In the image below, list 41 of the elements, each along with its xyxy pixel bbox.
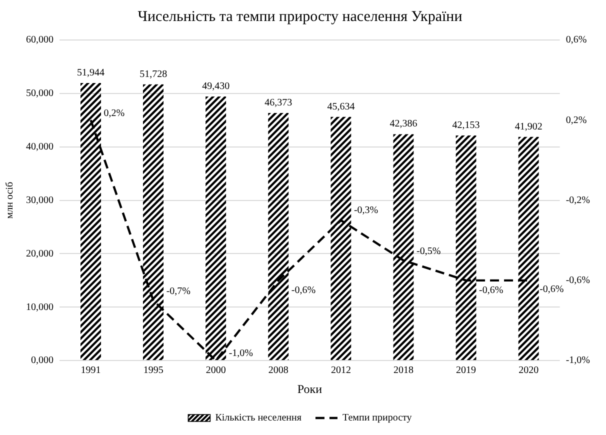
x-axis-title: Роки bbox=[297, 382, 323, 396]
y-tick-label: 10,000 bbox=[26, 302, 54, 313]
legend-label: Темпи приросту bbox=[342, 412, 412, 424]
x-tick-label: 2012 bbox=[330, 365, 351, 376]
y-tick-label: 20,000 bbox=[26, 248, 54, 260]
data-label: 51,944 bbox=[77, 68, 105, 79]
y-tick-label: 30,000 bbox=[26, 194, 54, 206]
y-tick-label: 60,000 bbox=[26, 34, 54, 46]
y2-tick-label: 0,6% bbox=[566, 34, 587, 46]
y-axis-title: млн осіб bbox=[4, 182, 16, 219]
x-tick-label: 2018 bbox=[393, 365, 414, 376]
data-label: 46,373 bbox=[264, 97, 292, 108]
data-label: -0,6% bbox=[540, 284, 564, 296]
data-label: -0,5% bbox=[416, 246, 441, 258]
data-label: -0,7% bbox=[166, 286, 190, 298]
y2-tick-label: -0,2% bbox=[566, 194, 590, 206]
data-label: 45,634 bbox=[327, 101, 355, 112]
data-label: 51,728 bbox=[140, 68, 168, 80]
data-label: -0,6% bbox=[479, 285, 504, 296]
x-tick-label: 2019 bbox=[456, 365, 476, 376]
y-tick-label: 40,000 bbox=[26, 141, 54, 152]
y2-tick-label: -1,0% bbox=[566, 355, 590, 366]
x-tick-label: 2020 bbox=[518, 365, 539, 376]
data-label: -0,3% bbox=[354, 204, 378, 216]
data-label: 41,902 bbox=[514, 121, 542, 132]
data-label: 0,2% bbox=[104, 108, 125, 119]
x-tick-label: 1991 bbox=[80, 365, 101, 376]
y2-tick-label: 0,2% bbox=[566, 114, 587, 126]
y-tick-label: 0,000 bbox=[31, 355, 54, 366]
x-tick-label: 2008 bbox=[268, 365, 288, 376]
x-tick-label: 1995 bbox=[143, 365, 164, 376]
data-label: 49,430 bbox=[202, 81, 230, 92]
x-tick-label: 2000 bbox=[206, 365, 226, 376]
legend-label: Кількість неселення bbox=[215, 412, 302, 424]
data-label: -0,6% bbox=[291, 285, 316, 296]
data-label: 42,386 bbox=[390, 118, 418, 130]
chart-title: Чисельність та темпи приросту населення України bbox=[138, 8, 462, 25]
data-label: 42,153 bbox=[452, 120, 480, 131]
y2-tick-label: -0,6% bbox=[566, 275, 590, 286]
y-tick-label: 50,000 bbox=[26, 88, 54, 100]
data-label: -1,0% bbox=[228, 348, 254, 360]
